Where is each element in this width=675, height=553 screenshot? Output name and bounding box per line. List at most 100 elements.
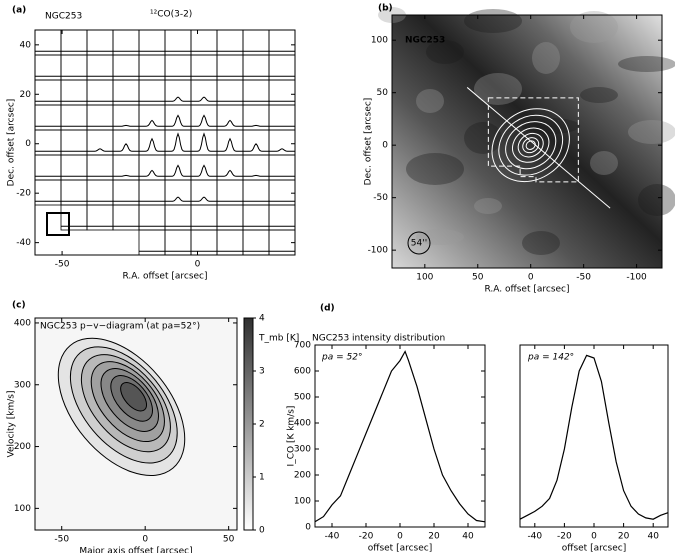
x-axis-label: Major axis offset [arcsec] [79, 547, 192, 553]
spectrum [243, 143, 269, 152]
spectrum [165, 132, 191, 152]
panel-label: (c) [12, 301, 26, 311]
sky-image [392, 15, 662, 268]
x-tick-label: 0 [591, 532, 597, 542]
contour [517, 132, 544, 158]
y-tick-label: 400 [14, 318, 31, 328]
panel-label: (a) [12, 6, 26, 16]
cloud [522, 231, 560, 255]
y-tick-label: 700 [294, 341, 311, 351]
y-tick-label: 20 [20, 90, 32, 100]
x-tick-label: -50 [55, 260, 70, 270]
colorbar [243, 317, 254, 531]
spectrum [191, 132, 217, 152]
plot-frame [34, 29, 296, 256]
spectrum [139, 119, 165, 127]
x-tick-label: -50 [576, 273, 591, 283]
spectrum [191, 196, 217, 202]
x-tick-label: -20 [359, 532, 374, 542]
beam [407, 231, 431, 255]
spectrum [165, 114, 191, 127]
x-axis-label: R.A. offset [arcsec] [123, 272, 208, 282]
spectrum [191, 114, 217, 127]
x-tick-label: 40 [462, 532, 474, 542]
y-axis-label: I_CO [K km/s] [287, 406, 297, 467]
cloud [618, 56, 675, 72]
cloud [522, 118, 580, 134]
x-tick-label: 0 [397, 532, 403, 542]
contour [491, 108, 570, 183]
x-tick-label: 0 [195, 260, 201, 270]
beam-label: 54'' [411, 239, 427, 249]
y-tick-label: -100 [368, 246, 389, 256]
y-axis-label: Velocity [km/s] [7, 391, 17, 458]
contour [120, 382, 147, 412]
y-tick-label: -40 [16, 238, 31, 248]
panel-title: NGC253 [45, 12, 82, 22]
cloud [474, 198, 502, 214]
y-tick-label: 600 [294, 367, 311, 377]
contour [522, 137, 540, 154]
colorbar-tick-label: 2 [259, 420, 265, 430]
annotation: pa = 52° [321, 353, 362, 363]
x-tick-label: 0 [142, 535, 148, 545]
x-tick-label: 0 [528, 273, 534, 283]
y-tick-label: 50 [377, 88, 389, 98]
spectrum [165, 96, 191, 102]
x-tick-label: -40 [325, 532, 340, 542]
contour [511, 127, 550, 163]
y-tick-label: 100 [294, 497, 311, 507]
x-axis-label: offset [arcsec] [368, 544, 433, 553]
spectrum [191, 96, 217, 102]
y-tick-label: 500 [294, 393, 311, 403]
panel-label: (b) [378, 4, 393, 14]
y-tick-label: -20 [16, 189, 31, 199]
x-tick-label: 40 [647, 532, 659, 542]
major-axis [466, 87, 611, 209]
spectrum [243, 174, 269, 177]
spectrum [217, 137, 243, 152]
cloud [474, 73, 522, 105]
scale-box [46, 212, 70, 236]
y-tick-label: 40 [20, 40, 32, 50]
contour [525, 140, 536, 150]
x-tick-label: -50 [54, 535, 69, 545]
plot-frame [391, 14, 663, 269]
x-axis-label: offset [arcsec] [562, 544, 627, 553]
panel-label: (d) [320, 304, 335, 314]
spectrum [113, 124, 139, 127]
x-tick-label: -20 [557, 532, 572, 542]
intensity-line [519, 354, 669, 520]
x-axis-label: R.A. offset [arcsec] [485, 285, 570, 295]
y-axis-label: Dec. offset [arcsec] [364, 98, 374, 186]
cloud [464, 122, 502, 154]
y-tick-label: 400 [294, 419, 311, 429]
y-tick-label: 100 [14, 504, 31, 514]
spectrum [113, 143, 139, 152]
panel-title: NGC253 intensity distribution [312, 334, 445, 344]
y-tick-label: 200 [14, 442, 31, 452]
y-axis-label: Dec. offset [arcsec] [7, 99, 17, 187]
y-tick-label: 300 [14, 380, 31, 390]
panel-title: NGC253 [405, 36, 445, 46]
plot-frame [314, 344, 486, 528]
cloud [638, 184, 675, 216]
spectrum [217, 119, 243, 127]
cloud [426, 40, 464, 64]
spectrum [165, 196, 191, 202]
y-tick-label: 100 [371, 36, 388, 46]
colorbar-tick-label: 4 [259, 314, 265, 324]
y-tick-label: 0 [305, 523, 311, 533]
cloud [628, 120, 675, 144]
x-tick-label: 50 [223, 535, 235, 545]
colorbar-tick-label: 1 [259, 473, 265, 483]
plot-frame [519, 344, 669, 528]
plot-frame [34, 317, 238, 531]
spectrum [87, 148, 113, 152]
spectrum [191, 164, 217, 177]
x-tick-label: -40 [527, 532, 542, 542]
cloud [464, 9, 522, 33]
y-tick-label: -50 [373, 193, 388, 203]
cloud [580, 87, 618, 103]
